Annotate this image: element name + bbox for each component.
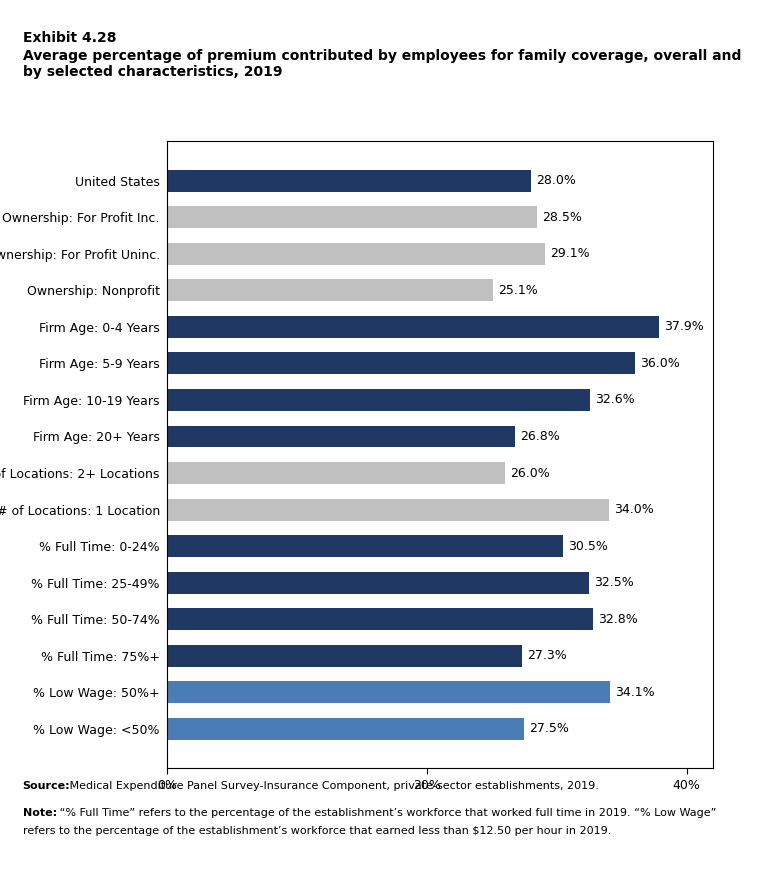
- Text: 30.5%: 30.5%: [568, 540, 608, 553]
- Text: 34.0%: 34.0%: [614, 503, 653, 516]
- Bar: [167, 316, 659, 338]
- Text: 26.8%: 26.8%: [520, 430, 560, 443]
- Text: 28.5%: 28.5%: [542, 211, 582, 223]
- Text: 37.9%: 37.9%: [665, 321, 704, 334]
- Text: Average percentage of premium contributed by employees for family coverage, over: Average percentage of premium contribute…: [23, 49, 741, 79]
- Text: 26.0%: 26.0%: [510, 466, 550, 479]
- Bar: [167, 645, 522, 667]
- Bar: [167, 207, 537, 228]
- Bar: [167, 279, 493, 301]
- Bar: [167, 571, 589, 593]
- Text: 25.1%: 25.1%: [498, 283, 538, 297]
- Text: 27.5%: 27.5%: [529, 722, 569, 736]
- Bar: [167, 462, 505, 484]
- Text: Exhibit 4.28: Exhibit 4.28: [23, 31, 116, 45]
- Text: 32.8%: 32.8%: [598, 613, 638, 626]
- Text: 32.5%: 32.5%: [594, 576, 634, 589]
- Text: Source:: Source:: [23, 781, 70, 791]
- Text: 27.3%: 27.3%: [527, 649, 566, 662]
- Text: Note:: Note:: [23, 808, 57, 818]
- Text: Medical Expenditure Panel Survey-Insurance Component, private-sector establishme: Medical Expenditure Panel Survey-Insuran…: [66, 781, 599, 791]
- Text: refers to the percentage of the establishment’s workforce that earned less than : refers to the percentage of the establis…: [23, 826, 611, 835]
- Bar: [167, 389, 590, 411]
- Text: 28.0%: 28.0%: [536, 174, 575, 187]
- Bar: [167, 243, 545, 265]
- Bar: [167, 426, 515, 448]
- Text: “% Full Time” refers to the percentage of the establishment’s workforce that wor: “% Full Time” refers to the percentage o…: [56, 808, 716, 818]
- Bar: [167, 499, 609, 520]
- Text: 32.6%: 32.6%: [596, 394, 635, 406]
- Text: 29.1%: 29.1%: [550, 247, 590, 260]
- Bar: [167, 170, 531, 192]
- Text: 34.1%: 34.1%: [615, 686, 655, 698]
- Bar: [167, 352, 634, 374]
- Text: 36.0%: 36.0%: [640, 357, 679, 370]
- Bar: [167, 682, 610, 703]
- Bar: [167, 718, 524, 740]
- Bar: [167, 535, 563, 557]
- Bar: [167, 608, 593, 630]
